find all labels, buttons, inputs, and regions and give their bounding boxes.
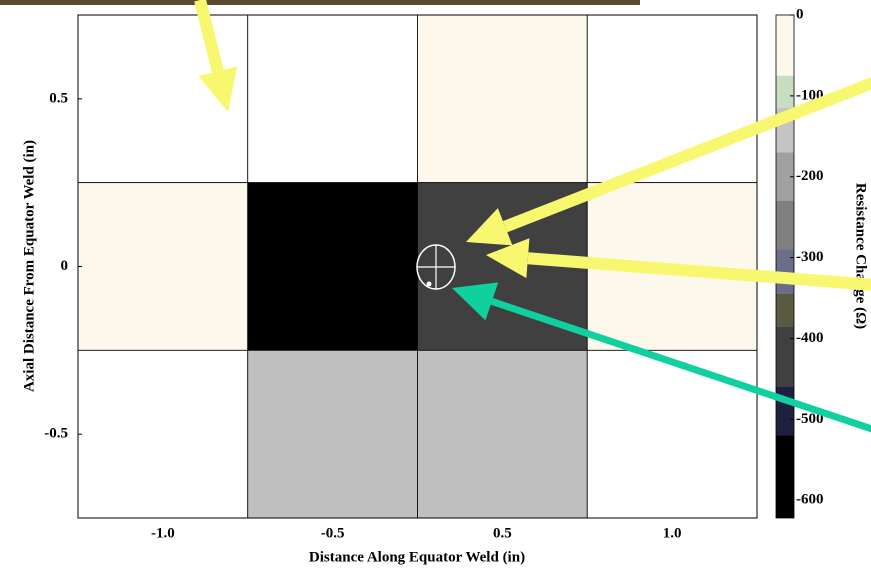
x-tick-label: -1.0 <box>151 525 175 541</box>
y-tick-label: 0 <box>61 258 69 274</box>
colorbar-band <box>776 294 794 326</box>
colorbar-band <box>776 201 794 250</box>
colorbar-band <box>776 436 794 518</box>
heatmap-cell <box>78 183 248 351</box>
colorbar-label: Resistance Change (Ω) <box>853 183 869 329</box>
colorbar-band <box>776 326 794 387</box>
heatmap-cell <box>248 183 418 351</box>
heatmap-cell <box>78 350 248 518</box>
heatmap-cell <box>248 15 418 183</box>
heatmap-cell <box>418 350 588 518</box>
marker-dot <box>427 282 432 287</box>
heatmap-cell <box>418 15 588 183</box>
colorbar-band <box>776 76 794 108</box>
colorbar-tick-label: -300 <box>796 249 824 265</box>
chart: Distance Along Equator Weld (in) Axial D… <box>0 0 871 569</box>
x-tick-label: -0.5 <box>321 525 345 541</box>
heatmap-cell <box>248 350 418 518</box>
y-tick-label: -0.5 <box>44 426 68 442</box>
x-axis-label: Distance Along Equator Weld (in) <box>309 549 525 565</box>
y-axis-label: Axial Distance From Equator Weld (in) <box>21 140 37 392</box>
photo-strip <box>0 0 640 5</box>
colorbar-tick-label: -600 <box>796 492 824 508</box>
y-tick-label: 0.5 <box>49 90 68 106</box>
colorbar-tick-label: -200 <box>796 168 824 184</box>
colorbar-tick-label: -400 <box>796 330 824 346</box>
x-tick-label: 1.0 <box>663 525 682 541</box>
colorbar-tick-label: 0 <box>796 6 804 22</box>
colorbar-band <box>776 15 794 76</box>
page: {"chart_data": {"type": "heatmap", "x_la… <box>0 0 871 569</box>
heatmap-cell <box>587 350 757 518</box>
x-tick-label: 0.5 <box>493 525 512 541</box>
